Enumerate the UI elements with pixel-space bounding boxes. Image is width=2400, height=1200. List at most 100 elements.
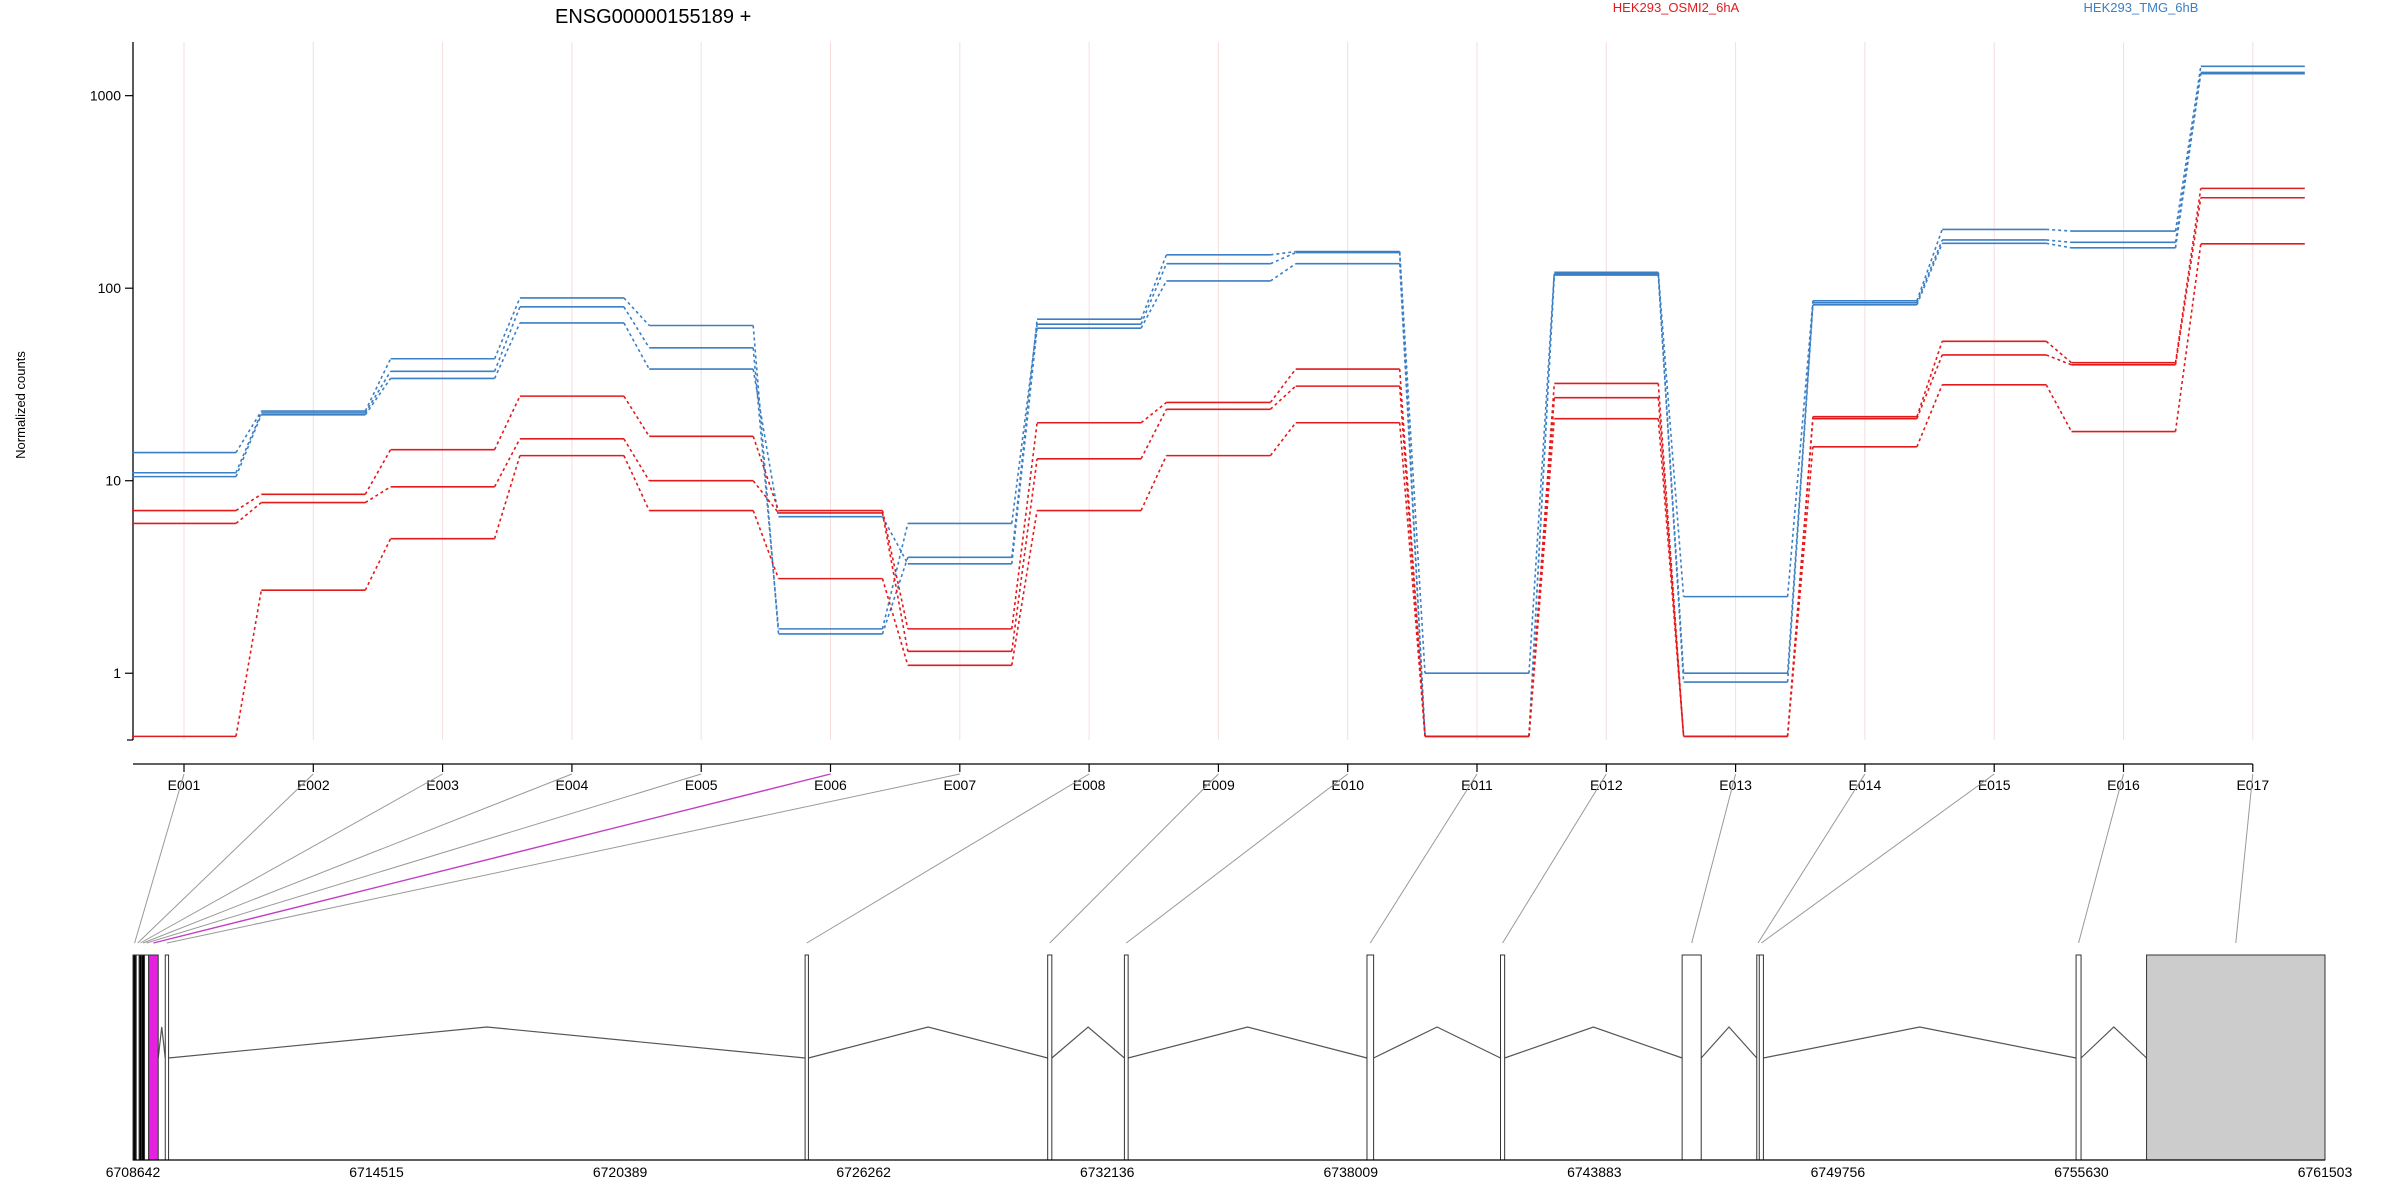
x-tick-label: E006 bbox=[814, 777, 847, 793]
series-transition bbox=[1916, 384, 1943, 448]
exon-connector bbox=[2235, 773, 2254, 944]
exon-box bbox=[1500, 954, 1506, 1161]
series-transition bbox=[1140, 401, 1167, 424]
exon-connectors bbox=[134, 773, 2254, 944]
exon-connector bbox=[142, 773, 573, 944]
exon-box bbox=[1123, 954, 1129, 1161]
y-axis-label: Normalized counts bbox=[13, 351, 28, 459]
series-transition bbox=[1398, 263, 1426, 737]
axes bbox=[125, 42, 2254, 772]
x-tick-label: E011 bbox=[1461, 777, 1493, 793]
intron-line bbox=[1051, 1026, 1125, 1059]
series-transition bbox=[493, 455, 521, 539]
exon-connector bbox=[153, 773, 831, 944]
series-transition bbox=[881, 557, 909, 635]
x-tick-label: E014 bbox=[1849, 777, 1882, 793]
y-tick-label: 1000 bbox=[90, 88, 121, 104]
series-transition bbox=[493, 297, 521, 360]
series-transition bbox=[1011, 328, 1038, 564]
exon-connector bbox=[146, 773, 702, 944]
y-tick-label: 1 bbox=[113, 665, 121, 681]
series-transition bbox=[1916, 239, 1943, 304]
labels: ENSG00000155189 + Normalized counts HEK2… bbox=[13, 0, 2352, 1180]
series-transition bbox=[1140, 263, 1168, 325]
exon-connector bbox=[1125, 773, 1349, 944]
intron-line bbox=[1127, 1026, 1368, 1059]
series-transition bbox=[1786, 418, 1814, 737]
exon-box bbox=[2146, 954, 2326, 1161]
series-transition bbox=[1011, 458, 1038, 652]
coordinate-label: 6749756 bbox=[1811, 1164, 1866, 1180]
series-transition bbox=[881, 510, 909, 630]
series-transition bbox=[1140, 280, 1168, 329]
intron-line bbox=[1700, 1026, 1758, 1059]
coordinate-label: 6743883 bbox=[1567, 1164, 1622, 1180]
exon-box bbox=[2075, 954, 2082, 1161]
series-transition bbox=[2046, 239, 2072, 244]
series-transition bbox=[235, 493, 262, 512]
exon-connector bbox=[806, 773, 1090, 944]
exon-connector bbox=[134, 773, 185, 944]
series-transition bbox=[2174, 66, 2202, 232]
series-transition bbox=[623, 455, 650, 511]
series-transition bbox=[752, 480, 780, 514]
series-transition bbox=[623, 306, 650, 349]
series-transition bbox=[1140, 455, 1168, 511]
series-transition bbox=[1398, 251, 1426, 674]
series-transition bbox=[881, 516, 909, 565]
exon-box bbox=[804, 954, 809, 1161]
series-transition bbox=[752, 347, 780, 629]
series-transition bbox=[881, 523, 909, 630]
coordinate-label: 6755630 bbox=[2054, 1164, 2109, 1180]
coordinate-label: 6720389 bbox=[593, 1164, 648, 1180]
series-transition bbox=[1269, 263, 1297, 282]
series-transition bbox=[2174, 197, 2202, 365]
series-transition bbox=[1269, 422, 1297, 457]
intron-line bbox=[157, 1026, 166, 1059]
chart-title: ENSG00000155189 + bbox=[555, 6, 751, 28]
x-tick-label: E012 bbox=[1590, 777, 1623, 793]
series-transition bbox=[1140, 254, 1168, 320]
coordinate-label: 6738009 bbox=[1324, 1164, 1379, 1180]
series-transition bbox=[1657, 272, 1685, 597]
series-transition bbox=[1011, 319, 1038, 558]
series-transition bbox=[1657, 397, 1685, 737]
series-transition bbox=[2045, 354, 2072, 366]
series-transition bbox=[364, 370, 392, 414]
series-transition bbox=[235, 590, 263, 737]
series-transition bbox=[364, 358, 392, 412]
exon-connector bbox=[166, 773, 960, 944]
exon-connector bbox=[1691, 773, 1737, 944]
series-transition bbox=[623, 297, 650, 327]
exon-connector bbox=[1049, 773, 1219, 944]
intron-line bbox=[1373, 1026, 1501, 1059]
series-transition bbox=[1270, 250, 1296, 256]
exon-connector bbox=[1761, 773, 1995, 944]
series-transition bbox=[235, 412, 263, 474]
series-transition bbox=[2174, 73, 2202, 248]
exon-box bbox=[144, 954, 150, 1161]
exon-box bbox=[148, 954, 159, 1161]
series-transition bbox=[623, 438, 650, 482]
x-tick-label: E003 bbox=[426, 777, 459, 793]
exon-connector bbox=[137, 773, 314, 944]
series-transition bbox=[2045, 384, 2073, 432]
x-tick-label: E013 bbox=[1719, 777, 1752, 793]
x-tick-label: E008 bbox=[1073, 777, 1106, 793]
x-tick-label: E016 bbox=[2107, 777, 2140, 793]
exon-connector bbox=[1757, 773, 1866, 944]
x-tick-label: E002 bbox=[297, 777, 330, 793]
exon-box bbox=[1047, 954, 1053, 1161]
series-transition bbox=[752, 368, 780, 517]
series-transition bbox=[1528, 275, 1556, 737]
series-transition bbox=[2046, 242, 2072, 249]
series-transition bbox=[1011, 324, 1038, 524]
series-transition bbox=[235, 410, 262, 453]
series-transition bbox=[1916, 341, 1943, 417]
coordinate-label: 6732136 bbox=[1080, 1164, 1135, 1180]
x-tick-label: E005 bbox=[685, 777, 718, 793]
series-transition bbox=[752, 436, 780, 511]
legend-entry-osmi2: HEK293_OSMI2_6hA bbox=[1613, 0, 1740, 15]
series-lines bbox=[132, 65, 2305, 738]
exon-box bbox=[1681, 954, 1702, 1161]
